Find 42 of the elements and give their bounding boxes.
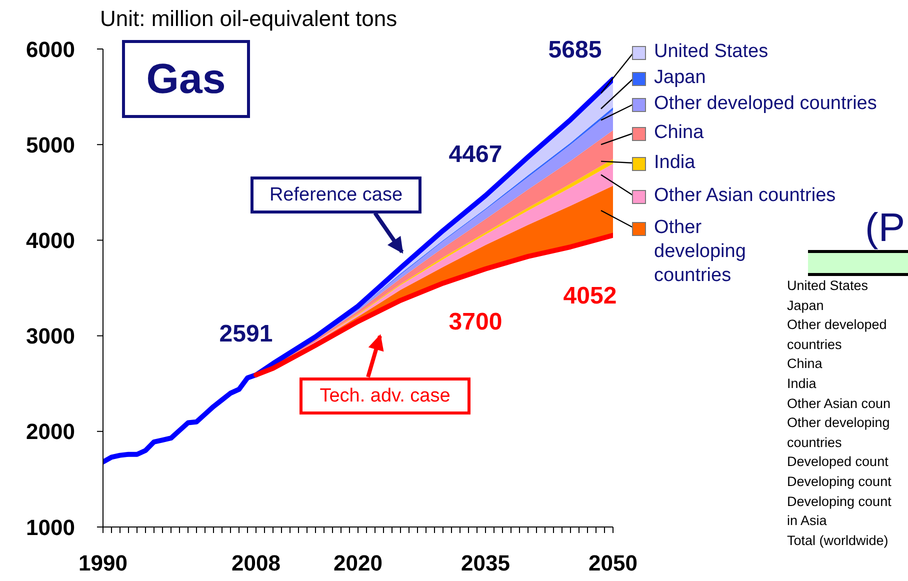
y-tick-label: 4000 xyxy=(26,228,75,254)
text: Developing count xyxy=(787,472,892,491)
legend-label: Other developed countries xyxy=(654,92,878,116)
x-tick-label: 2050 xyxy=(588,550,638,576)
legend-label: India xyxy=(654,151,696,175)
x-tick-label: 1990 xyxy=(78,550,128,576)
data-label: 4467 xyxy=(448,141,502,168)
text: Other Asian coun xyxy=(787,394,892,413)
legend-label: Japan xyxy=(654,66,707,90)
text: Total (worldwide) xyxy=(787,532,890,550)
text: Developing count xyxy=(787,492,892,511)
legend-label: Other developing countries xyxy=(654,216,747,288)
text: countries xyxy=(787,434,843,452)
x-tick-label: 2008 xyxy=(232,550,280,576)
y-tick-label: 1000 xyxy=(26,514,75,540)
text: China xyxy=(787,355,824,374)
text: in Asia xyxy=(787,512,828,530)
text: (P xyxy=(865,206,906,250)
text: Japan xyxy=(787,296,825,315)
text: Other developing xyxy=(787,414,891,432)
text: Reference case xyxy=(269,184,403,206)
y-tick-label: 2000 xyxy=(26,419,75,444)
text: countries xyxy=(787,336,843,354)
legend-label: Other Asian countries xyxy=(654,185,836,206)
data-label: 5685 xyxy=(548,36,602,64)
y-tick-label: 6000 xyxy=(26,36,75,62)
text: India xyxy=(787,374,818,393)
data-label: 2591 xyxy=(219,320,273,348)
text: Developed count xyxy=(787,453,890,472)
legend-label: United States xyxy=(654,40,770,64)
chart-title: Gas xyxy=(122,40,250,118)
data-label: 4052 xyxy=(563,282,617,310)
series-label: Tech. adv. case xyxy=(320,386,450,406)
x-tick-label: 2035 xyxy=(461,550,510,576)
y-tick-label: 5000 xyxy=(26,132,75,158)
y-tick-label: 3000 xyxy=(26,324,75,349)
text: United States xyxy=(787,277,870,295)
text: Other developed xyxy=(787,316,888,334)
legend-label: China xyxy=(654,121,705,145)
y-axis-title: Unit: million oil-equivalent tons xyxy=(100,6,398,32)
x-tick-label: 2020 xyxy=(334,550,382,576)
data-label: 3700 xyxy=(448,308,502,336)
